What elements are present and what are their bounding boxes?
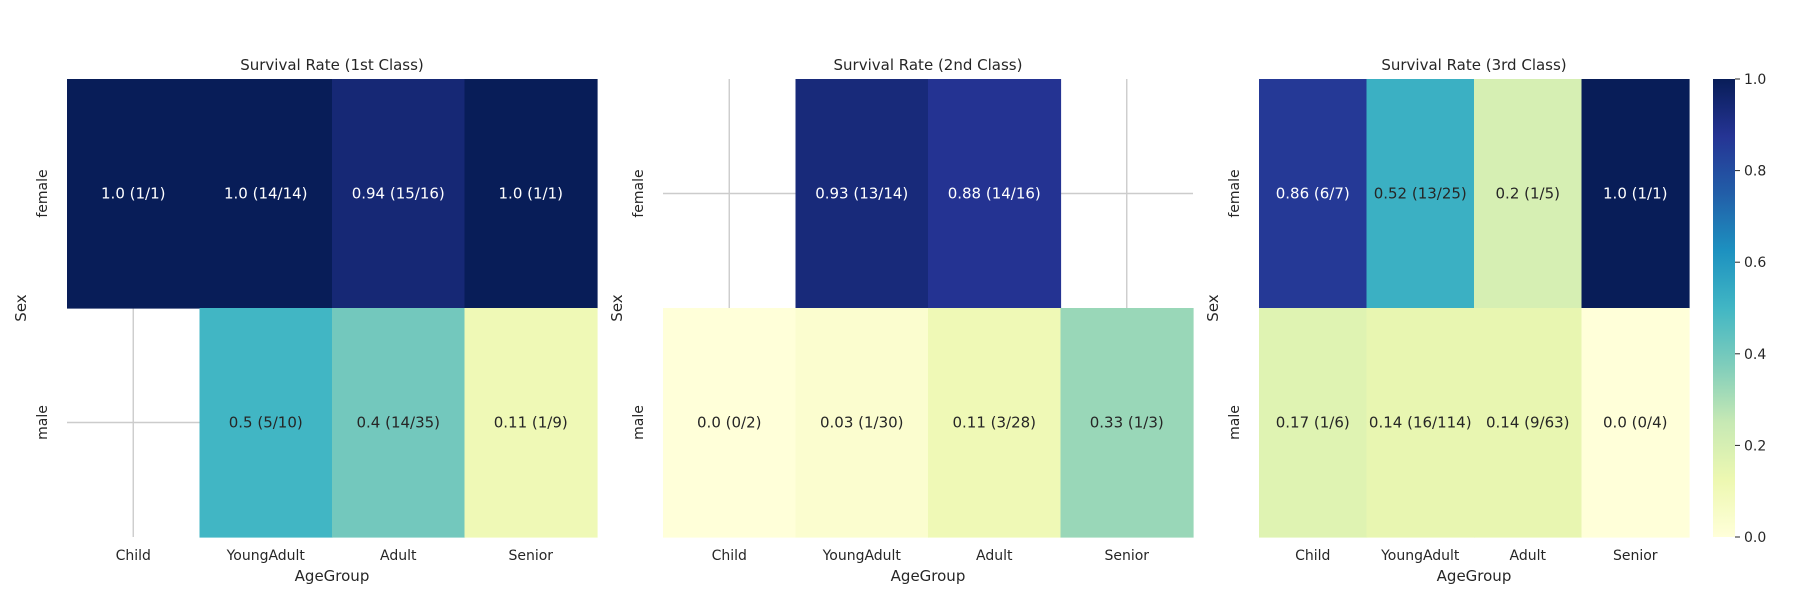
heatmap-cell [663, 308, 797, 538]
y-tick-label: male [631, 405, 647, 440]
cell-annotation: 1.0 (14/14) [224, 185, 308, 203]
colorbar-tick-label: 1.0 [1744, 72, 1766, 88]
heatmap-cell [1366, 79, 1475, 309]
x-tick-label: YoungAdult [822, 548, 902, 564]
cell-annotation: 0.4 (14/35) [356, 414, 440, 432]
heatmap-cell [1474, 308, 1583, 538]
x-axis-label: AgeGroup [295, 567, 370, 585]
colorbar-tick-label: 0.4 [1744, 347, 1766, 363]
y-tick-label: female [35, 169, 51, 217]
cell-annotation: 1.0 (1/1) [499, 185, 563, 203]
x-tick-label: Child [1295, 548, 1330, 564]
heatmap-cell [1060, 308, 1194, 538]
heatmap-cell [1259, 79, 1368, 309]
x-tick-label: YoungAdult [1380, 548, 1460, 564]
cell-annotation: 0.11 (3/28) [952, 414, 1036, 432]
heatmap-cell [199, 308, 333, 538]
cell-annotation: 0.11 (1/9) [494, 414, 568, 432]
cell-annotation: 0.17 (1/6) [1276, 414, 1350, 432]
x-tick-label: Child [116, 548, 151, 564]
y-tick-label: female [1227, 169, 1243, 217]
colorbar-tick-label: 0.0 [1744, 530, 1766, 546]
heatmap-cell [795, 308, 929, 538]
y-axis-label: Sex [608, 294, 626, 321]
y-axis-label: Sex [12, 294, 30, 321]
cell-annotation: 0.52 (13/25) [1374, 185, 1467, 203]
x-axis-label: AgeGroup [891, 567, 966, 585]
x-tick-label: Adult [976, 548, 1013, 564]
heatmap-panels: 1.0 (1/1) 1.0 (14/14) 0.94 (15/16) 1.0 (1/1… [12, 56, 1690, 585]
y-tick-label: female [631, 169, 647, 217]
cell-annotation: 0.2 (1/5) [1496, 185, 1560, 203]
heatmap-cell [1581, 79, 1690, 309]
heatmap-cell [1581, 308, 1690, 538]
cell-annotation: 0.86 (6/7) [1276, 185, 1350, 203]
heatmap-cell [199, 79, 333, 309]
heatmap-panel-2: 0.93 (13/14) 0.88 (14/16) 0.0 (0/2) 0.03 (1… [608, 56, 1194, 585]
heatmap-cell [928, 308, 1062, 538]
heatmap-cell [795, 79, 929, 309]
x-tick-label: Senior [508, 548, 553, 564]
x-tick-label: Adult [1510, 548, 1547, 564]
cell-annotation: 0.33 (1/3) [1090, 414, 1164, 432]
panel-title: Survival Rate (3rd Class) [1381, 56, 1566, 74]
heatmap-cell [332, 79, 466, 309]
heatmap-cell [332, 308, 466, 538]
x-tick-label: Child [712, 548, 747, 564]
x-tick-label: Adult [380, 548, 417, 564]
heatmap-cell [464, 308, 598, 538]
cell-annotation: 0.0 (0/4) [1603, 414, 1667, 432]
x-axis-label: AgeGroup [1437, 567, 1512, 585]
y-tick-label: male [1227, 405, 1243, 440]
cell-annotation: 1.0 (1/1) [1603, 185, 1667, 203]
heatmap-cell [928, 79, 1062, 309]
x-tick-label: Senior [1104, 548, 1149, 564]
cell-annotation: 1.0 (1/1) [101, 185, 165, 203]
cell-annotation: 0.5 (5/10) [229, 414, 303, 432]
cell-annotation: 0.0 (0/2) [697, 414, 761, 432]
heatmap-cell [67, 79, 201, 309]
cell-annotation: 0.03 (1/30) [820, 414, 904, 432]
y-tick-label: male [35, 405, 51, 440]
x-tick-label: YoungAdult [226, 548, 306, 564]
colorbar-gradient [1713, 79, 1735, 537]
panel-title: Survival Rate (2nd Class) [834, 56, 1023, 74]
cell-annotation: 0.94 (15/16) [352, 185, 445, 203]
heatmap-panel-1: 1.0 (1/1) 1.0 (14/14) 0.94 (15/16) 1.0 (1/1… [12, 56, 598, 585]
cell-annotation: 0.14 (9/63) [1486, 414, 1570, 432]
heatmap-cell [464, 79, 598, 309]
cell-annotation: 0.93 (13/14) [815, 185, 908, 203]
colorbar-tick-label: 0.8 [1744, 164, 1766, 180]
colorbar: 0.0 0.2 0.4 0.6 0.8 1.0 [1713, 72, 1766, 546]
panel-title: Survival Rate (1st Class) [240, 56, 424, 74]
heatmap-cell [1366, 308, 1475, 538]
cell-annotation: 0.88 (14/16) [948, 185, 1041, 203]
heatmap-panel-3: 0.86 (6/7) 0.52 (13/25) 0.2 (1/5) 1.0 (1/1)… [1204, 56, 1690, 585]
heatmap-cell [1259, 308, 1368, 538]
cell-annotation: 0.14 (16/114) [1369, 414, 1472, 432]
heatmap-cell [1474, 79, 1583, 309]
colorbar-tick-label: 0.2 [1744, 438, 1766, 454]
x-tick-label: Senior [1613, 548, 1658, 564]
y-axis-label: Sex [1204, 294, 1222, 321]
colorbar-tick-label: 0.6 [1744, 255, 1766, 271]
